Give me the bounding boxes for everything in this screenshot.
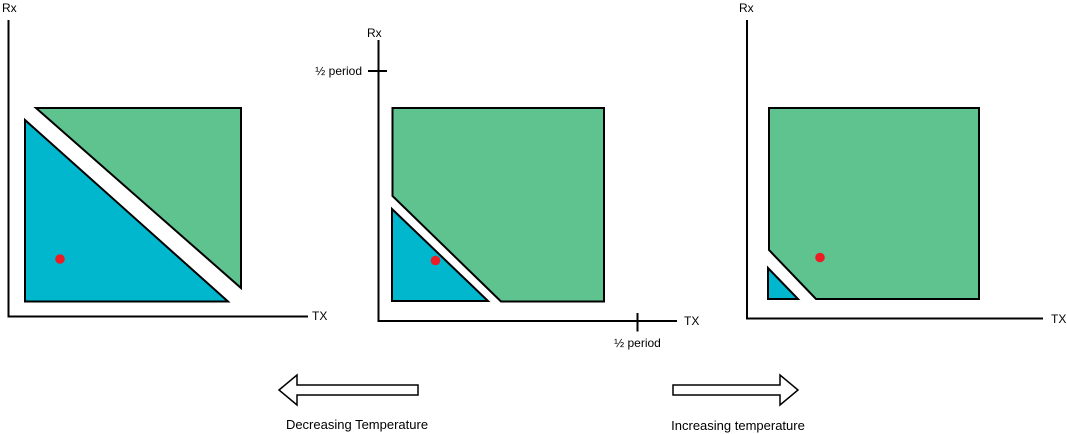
panel-hot-pass-region-green — [768, 107, 980, 300]
decreasing-temperature-caption: Decreasing Temperature — [285, 417, 429, 432]
panel-cold-tx-axis-label: TX — [312, 309, 328, 323]
panel-cold-pass-region-green — [33, 107, 242, 291]
panel-nominal-axes — [377, 40, 677, 322]
decreasing-temperature-arrow — [277, 373, 419, 407]
panel-nominal-tx-axis-label: TX — [684, 314, 700, 328]
panel-cold-rx-axis-label: Rx — [2, 1, 17, 15]
panel-nominal-operating-point-dot — [430, 255, 441, 266]
increasing-temperature-arrow — [672, 373, 800, 407]
panel-nominal-half-period-y-tick-label: ½ period — [315, 64, 362, 78]
panel-nominal-rx-axis-label: Rx — [367, 26, 382, 40]
panel-hot-operating-point-dot — [815, 252, 825, 263]
panel-nominal-margin-region-cyan — [391, 206, 491, 302]
panel-nominal-half-period-x-tick-label: ½ period — [614, 336, 661, 350]
panel-hot-tx-axis-label: TX — [1051, 312, 1067, 326]
panel-nominal-pass-region-green — [391, 107, 605, 303]
panel-hot-margin-region-cyan — [767, 265, 801, 300]
panel-cold-axes — [7, 20, 308, 318]
panel-hot-axes — [746, 20, 1043, 320]
increasing-temperature-caption: Increasing temperature — [671, 418, 805, 433]
panel-hot-rx-axis-label: Rx — [739, 1, 754, 15]
panel-cold-margin-region-cyan — [24, 117, 231, 303]
panel-cold-operating-point-dot — [55, 254, 65, 264]
